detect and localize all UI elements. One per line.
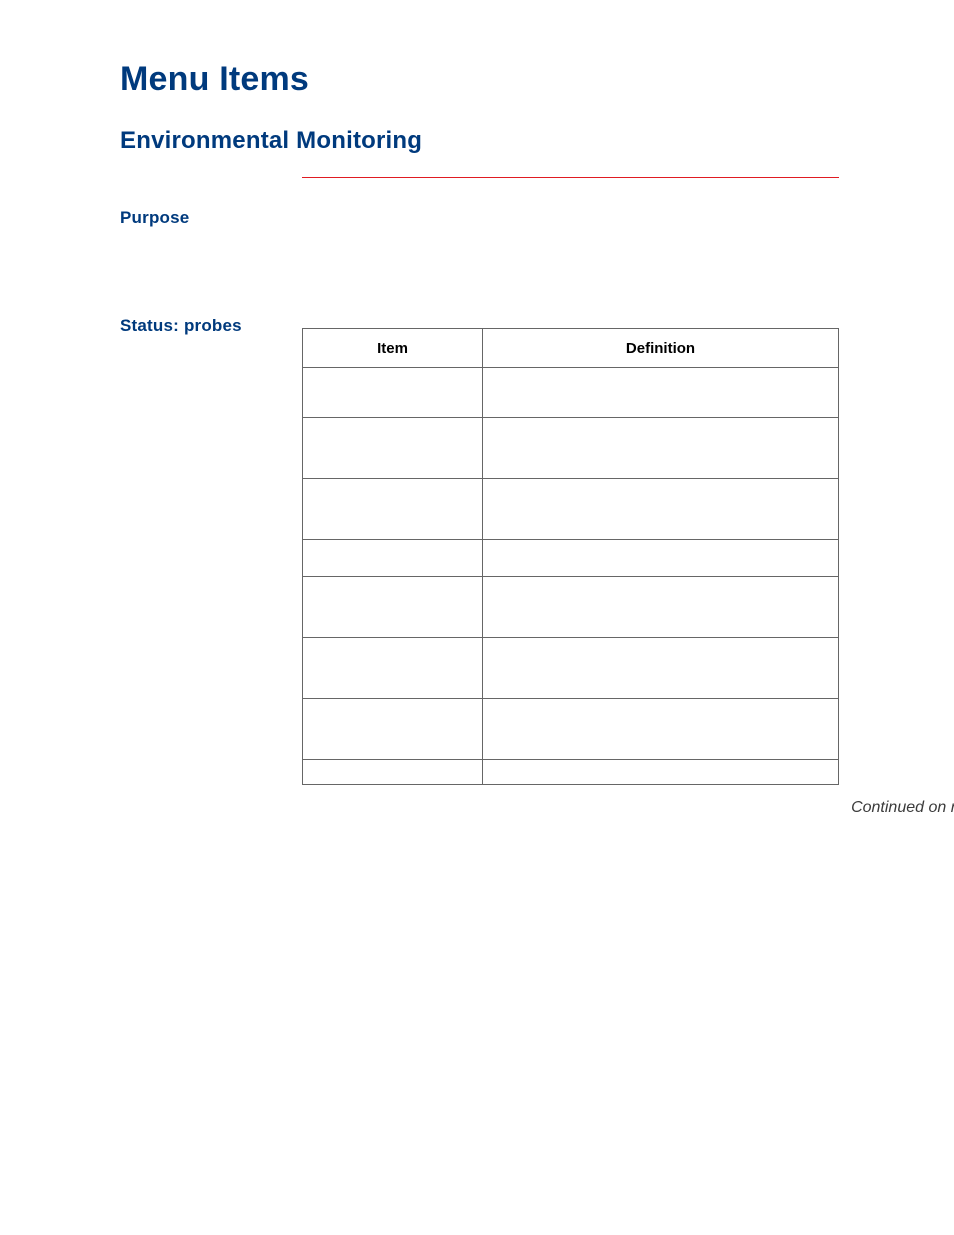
- status-probes-content: Item Definition Continued on next page: [302, 316, 954, 817]
- column-header-definition: Definition: [482, 329, 838, 368]
- cell-definition: [482, 418, 838, 479]
- cell-item: [303, 418, 483, 479]
- probes-table: Item Definition: [302, 328, 839, 785]
- cell-definition: [482, 479, 838, 540]
- cell-definition: [482, 760, 838, 785]
- table-row: [303, 540, 839, 577]
- table-row: [303, 577, 839, 638]
- table-header-row: Item Definition: [303, 329, 839, 368]
- cell-definition: [482, 699, 838, 760]
- table-row: [303, 479, 839, 540]
- table-row: [303, 418, 839, 479]
- chapter-title: Menu Items: [120, 60, 839, 99]
- cell-item: [303, 368, 483, 418]
- cell-item: [303, 479, 483, 540]
- continued-on-next-page: Continued on next page: [484, 799, 954, 817]
- section-title: Environmental Monitoring: [120, 127, 839, 155]
- column-header-item: Item: [303, 329, 483, 368]
- cell-item: [303, 540, 483, 577]
- cell-item: [303, 699, 483, 760]
- cell-item: [303, 577, 483, 638]
- cell-definition: [482, 368, 838, 418]
- cell-definition: [482, 577, 838, 638]
- table-row: [303, 368, 839, 418]
- table-row: [303, 760, 839, 785]
- section-divider: [302, 177, 839, 178]
- cell-item: [303, 638, 483, 699]
- cell-definition: [482, 540, 838, 577]
- purpose-row: Purpose: [120, 208, 839, 228]
- table-row: [303, 699, 839, 760]
- status-probes-label: Status: probes: [120, 316, 302, 336]
- cell-item: [303, 760, 483, 785]
- status-probes-row: Status: probes Item Definition Continued…: [120, 316, 839, 817]
- table-row: [303, 638, 839, 699]
- cell-definition: [482, 638, 838, 699]
- purpose-label: Purpose: [120, 208, 302, 228]
- page: Menu Items Environmental Monitoring Purp…: [0, 0, 954, 1235]
